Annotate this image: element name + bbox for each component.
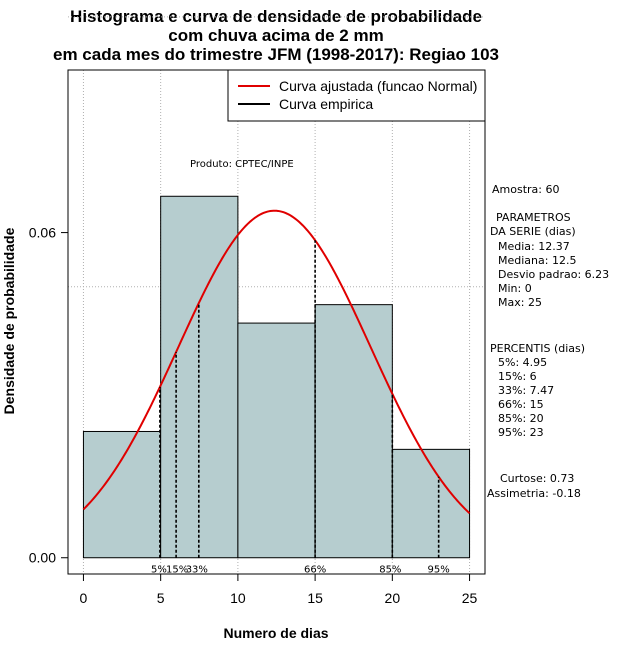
stat-assimetria: Assimetria: -0.18 xyxy=(487,487,581,500)
stats-panel: Amostra: 60 PARAMETROS DA SERIE (dias) M… xyxy=(487,183,609,500)
histogram-bar xyxy=(82,430,162,559)
stat-param-sub: DA SERIE (dias) xyxy=(490,225,576,238)
normal-curve xyxy=(82,209,471,515)
chart-title-line-3: em cada mes do trimestre JFM (1998-2017)… xyxy=(53,45,499,64)
histogram-bar xyxy=(237,322,316,559)
stat-amostra: Amostra: 60 xyxy=(492,183,559,196)
axes: 0 5 10 15 20 25 0.00 0.06 xyxy=(29,225,478,606)
percentile-label: 15% xyxy=(166,565,188,576)
stat-mediana: Mediana: 12.5 xyxy=(498,254,576,267)
x-axis-title: Numero de dias xyxy=(223,625,328,641)
chart-title-line-2: com chuva acima de 2 mm xyxy=(168,26,383,45)
stat-p5: 5%: 4.95 xyxy=(498,356,547,369)
y-axis-title: Densidade de probabilidade xyxy=(1,227,17,414)
normal-curve-layer xyxy=(82,209,471,515)
stat-desvio: Desvio padrao: 6.23 xyxy=(498,268,609,281)
percentile-markers: 5% 15%33% 66% 85% 95% xyxy=(151,240,450,576)
stat-p66: 66%: 15 xyxy=(498,398,544,411)
stat-curtose: Curtose: 0.73 xyxy=(500,472,574,485)
legend-entry-empirical: Curva empirica xyxy=(279,96,373,112)
stat-perc-title: PERCENTIS (dias) xyxy=(490,342,585,355)
stat-media: Media: 12.37 xyxy=(498,240,570,253)
legend-entry-normal: Curva ajustada (funcao Normal) xyxy=(279,78,477,94)
y-tick-label: 0.00 xyxy=(29,550,56,566)
percentile-label: 85% xyxy=(379,565,401,576)
histogram-bars xyxy=(82,195,471,559)
percentile-label: 33% xyxy=(186,565,208,576)
percentile-label: 5% xyxy=(151,565,167,576)
histogram-bar xyxy=(391,448,471,559)
x-tick-label: 15 xyxy=(307,590,323,606)
stat-p85: 85%: 20 xyxy=(498,412,544,425)
histogram-bar xyxy=(314,304,393,559)
y-tick-label: 0.06 xyxy=(29,225,56,241)
stat-min: Min: 0 xyxy=(498,282,532,295)
x-tick-label: 5 xyxy=(157,590,165,606)
stat-p33: 33%: 7.47 xyxy=(498,384,554,397)
x-tick-label: 10 xyxy=(230,590,246,606)
stat-param-title: PARAMETROS xyxy=(496,211,571,224)
x-tick-label: 25 xyxy=(462,590,478,606)
legend: Curva ajustada (funcao Normal) Curva emp… xyxy=(227,69,486,122)
legend-box xyxy=(227,69,486,122)
product-note: Produto: CPTEC/INPE xyxy=(190,159,294,170)
stat-p15: 15%: 6 xyxy=(498,370,537,383)
percentile-label: 95% xyxy=(428,565,450,576)
x-tick-label: 0 xyxy=(80,590,88,606)
stat-max: Max: 25 xyxy=(498,296,542,309)
x-tick-label: 20 xyxy=(385,590,401,606)
percentile-label: 66% xyxy=(304,565,326,576)
stat-p95: 95%: 23 xyxy=(498,426,544,439)
